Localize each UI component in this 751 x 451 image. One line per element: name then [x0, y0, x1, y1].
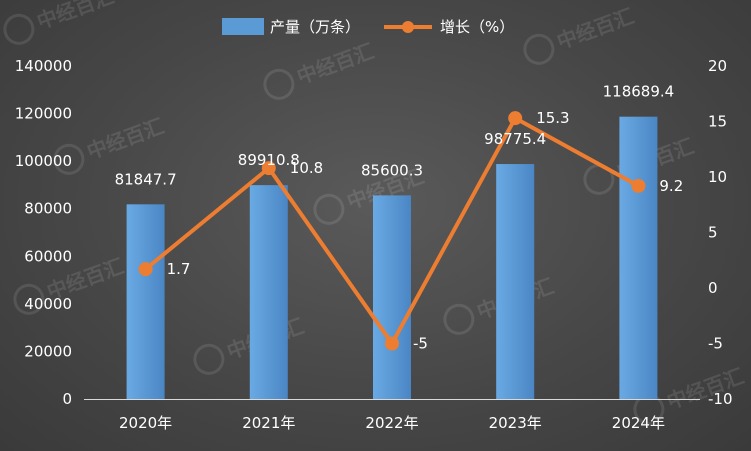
x-axis: 2020年 2021年 2022年 2023年 2024年: [84, 399, 700, 432]
line-point: [631, 178, 646, 193]
y-right-tick-label: 10: [708, 168, 727, 186]
y-left-tick-label: 80000: [24, 200, 72, 218]
bar-value-label: 89910.8: [238, 151, 300, 169]
watermark: 中经百汇: [193, 314, 307, 375]
y-right-tick-label: -5: [708, 335, 723, 353]
x-tick-label: 2020年: [119, 414, 172, 432]
line-point: [508, 111, 523, 126]
line-point: [138, 262, 153, 277]
watermark-text: 中经百汇: [554, 4, 637, 54]
watermark-text: 中经百汇: [664, 364, 747, 414]
y-left-tick-label: 0: [62, 390, 72, 408]
y-axis-right: -10 -5 0 5 10 15 20: [708, 57, 733, 408]
bar-value-label: 98775.4: [484, 130, 546, 148]
watermark-text: 中经百汇: [84, 114, 167, 164]
bar-series: [126, 116, 658, 399]
watermark: 中经百汇: [263, 39, 377, 100]
watermark-logo: [53, 143, 85, 175]
y-right-tick-label: 15: [708, 113, 727, 131]
y-left-tick-label: 100000: [15, 152, 72, 170]
y-right-tick-label: -10: [708, 390, 733, 408]
y-right-tick-label: 0: [708, 279, 718, 297]
data-labels: 81847.7 89910.8 85600.3 98775.4 118689.4 1.7 1…: [115, 83, 684, 353]
bar: [373, 195, 411, 399]
watermark-text: 中经百汇: [294, 39, 377, 89]
line-value-label: 1.7: [167, 260, 191, 278]
bar: [496, 164, 535, 399]
x-tick-label: 2022年: [365, 414, 418, 432]
watermark-logo: [583, 163, 615, 195]
watermark-logo: [193, 343, 225, 375]
bar: [249, 185, 288, 399]
y-right-tick-label: 5: [708, 224, 718, 242]
bar-value-label: 81847.7: [115, 170, 177, 188]
y-right-tick-label: 20: [708, 57, 727, 75]
watermark-logo: [523, 33, 555, 65]
line-value-label: 10.8: [290, 159, 323, 177]
line-point: [261, 161, 276, 176]
watermark-text: 中经百汇: [34, 0, 117, 34]
y-left-tick-label: 60000: [24, 247, 72, 265]
bar-value-label: 85600.3: [361, 161, 423, 179]
line-point: [385, 336, 399, 351]
x-tick-label: 2024年: [612, 414, 665, 432]
legend-line-label: 增长（%）: [440, 18, 514, 36]
legend: 产量（万条） 增长（%）: [222, 18, 514, 36]
x-tick-label: 2023年: [489, 414, 542, 432]
line-series: [138, 111, 646, 351]
y-left-tick-label: 120000: [15, 105, 72, 123]
legend-bar-swatch: [222, 18, 264, 35]
line-value-label: 15.3: [536, 109, 569, 127]
line-value-label: 9.2: [659, 177, 683, 195]
y-left-tick-label: 40000: [24, 295, 72, 313]
watermark-logo: [443, 303, 475, 335]
watermark-logo: [313, 193, 345, 225]
legend-line-marker: [402, 21, 414, 33]
watermark: 中经百汇: [3, 0, 117, 45]
watermark-logo: [3, 13, 35, 45]
x-tick-label: 2021年: [242, 414, 295, 432]
line-value-label: -5: [413, 335, 428, 353]
y-axis-left: 0 20000 40000 60000 80000 100000 120000 140000: [15, 57, 72, 408]
bar: [126, 204, 165, 399]
watermark-logo: [13, 283, 45, 315]
bar-value-label: 118689.4: [603, 83, 675, 101]
legend-bar-label: 产量（万条）: [270, 18, 360, 36]
y-left-tick-label: 20000: [24, 342, 72, 360]
bar: [619, 116, 658, 399]
watermark-logo: [263, 68, 295, 100]
y-left-tick-label: 140000: [15, 57, 72, 75]
watermark: 中经百汇: [523, 4, 637, 65]
